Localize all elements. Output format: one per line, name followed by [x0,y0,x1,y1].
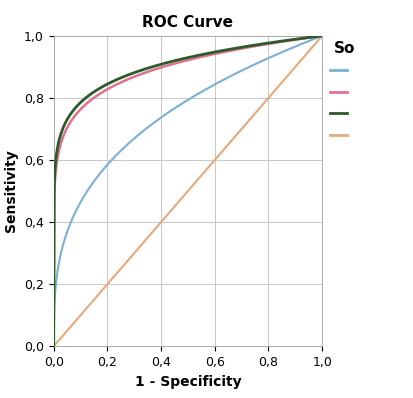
Legend: , , , : , , , [325,36,364,148]
Y-axis label: Sensitivity: Sensitivity [5,150,19,232]
X-axis label: 1 - Specificity: 1 - Specificity [135,375,241,388]
Title: ROC Curve: ROC Curve [142,16,233,31]
